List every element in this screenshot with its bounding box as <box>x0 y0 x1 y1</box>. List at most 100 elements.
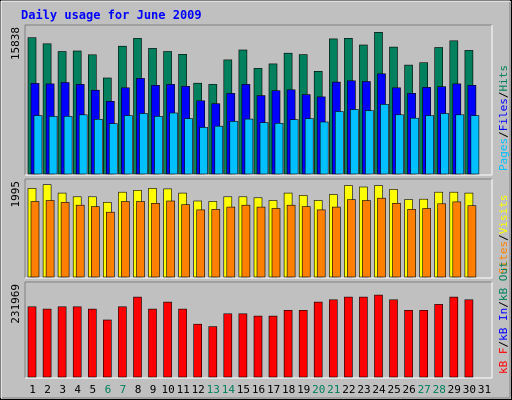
bar-sites <box>286 204 296 278</box>
bar-pages <box>48 116 58 175</box>
bar-sites <box>136 201 145 278</box>
bar-kb-f <box>57 306 67 378</box>
x-tick-label: 25 <box>387 383 400 396</box>
legend-entry: Pages <box>497 138 510 171</box>
bar-kb-f <box>27 306 37 378</box>
x-tick-label: 8 <box>135 383 142 396</box>
panel-max-label: 15838 <box>9 27 22 60</box>
bar-sites <box>75 204 85 278</box>
bar-pages <box>214 125 224 175</box>
x-tick-label: 27 <box>418 383 431 396</box>
bar-kb-f <box>464 299 474 378</box>
bar-pages <box>395 114 404 175</box>
x-tick-label: 4 <box>74 383 81 396</box>
bar-sites <box>467 205 477 278</box>
bar-pages <box>380 104 389 175</box>
bar-pages <box>109 123 118 175</box>
bar-pages <box>289 119 299 175</box>
x-tick-label: 15 <box>237 383 250 396</box>
bar-pages <box>259 122 269 175</box>
legend-entry: Hits <box>497 65 510 92</box>
chart-title: Daily usage for June 2009 <box>21 8 202 22</box>
legend-entry: / <box>497 234 510 241</box>
bar-sites <box>316 209 326 278</box>
bar-kb-f <box>193 323 202 378</box>
bar-kb-f <box>88 308 97 378</box>
x-tick-label: 20 <box>312 383 325 396</box>
bar-sites <box>301 206 311 278</box>
bar-sites <box>106 211 115 278</box>
bar-kb-f <box>238 313 248 378</box>
legend-entry: kB Out <box>497 261 510 301</box>
bar-pages <box>470 115 480 175</box>
x-tick-label: 26 <box>402 383 415 396</box>
x-tick-label: 10 <box>161 383 174 396</box>
bar-kb-f <box>313 301 323 378</box>
bar-sites <box>166 200 175 278</box>
legend-entry: kB F <box>497 348 510 375</box>
x-tick-label: 30 <box>463 383 476 396</box>
bar-pages <box>304 118 314 175</box>
legend-entry: / <box>497 301 510 308</box>
bar-sites <box>181 204 190 278</box>
legend-entry: kB In <box>497 308 510 341</box>
bar-sites <box>91 206 100 278</box>
bar-kb-f <box>283 309 293 378</box>
panel-legend: kB F/kB In/kB Out <box>497 261 510 374</box>
bar-sites <box>331 206 341 278</box>
bar-kb-f <box>298 309 308 378</box>
bar-sites <box>30 201 40 278</box>
x-tick-label: 16 <box>252 383 265 396</box>
bar-pages <box>334 111 344 175</box>
bar-pages <box>365 110 374 175</box>
bar-kb-f <box>118 306 127 378</box>
bar-kb-f <box>434 304 444 378</box>
bar-pages <box>319 121 329 175</box>
bar-sites <box>241 204 251 278</box>
bar-sites <box>226 206 236 278</box>
bar-sites <box>407 209 416 278</box>
bar-sites <box>452 201 462 278</box>
bar-kb-f <box>133 296 142 378</box>
panel-legend: Sites/Visits <box>497 195 510 275</box>
x-tick-label: 7 <box>120 383 127 396</box>
x-tick-label: 29 <box>448 383 461 396</box>
bar-kb-f <box>449 296 459 378</box>
bar-sites <box>422 208 432 278</box>
bar-pages <box>425 115 435 175</box>
bar-sites <box>211 209 221 278</box>
bar-sites <box>362 200 371 278</box>
bar-pages <box>154 116 163 175</box>
bar-pages <box>410 117 419 175</box>
bar-kb-f <box>163 301 172 378</box>
x-tick-label: 3 <box>59 383 66 396</box>
x-tick-label: 23 <box>357 383 370 396</box>
bar-pages <box>124 115 133 175</box>
legend-entry: Sites <box>497 241 510 274</box>
bar-pages <box>33 115 43 175</box>
bar-pages <box>169 112 178 175</box>
bar-kb-f <box>208 326 218 378</box>
bar-kb-f <box>42 308 52 378</box>
x-tick-label: 17 <box>267 383 280 396</box>
x-axis-tick-labels: 1 2 3 4 5 6 7 8 9 10 11 12 13 14 15 16 17 18 19 20 21 22 23 24 2… <box>29 383 491 396</box>
bar-sites <box>271 208 281 278</box>
bar-kb-f <box>268 315 278 378</box>
x-tick-label: 13 <box>207 383 220 396</box>
chart-panels: 15838Pages/Files/Hits1995Sites/Visits231… <box>9 24 510 379</box>
legend-entry: Files <box>497 98 510 131</box>
bar-kb-f <box>419 309 429 378</box>
bar-pages <box>184 118 193 175</box>
x-tick-label: 19 <box>297 383 310 396</box>
bar-kb-f <box>404 309 413 378</box>
bar-sites <box>121 201 130 278</box>
x-tick-label: 28 <box>433 383 446 396</box>
x-tick-label: 6 <box>105 383 112 396</box>
bar-pages <box>199 127 208 175</box>
legend-entry: / <box>497 92 510 99</box>
x-tick-label: 1 <box>29 383 36 396</box>
bar-kb-f <box>178 308 187 378</box>
bar-sites <box>45 200 55 278</box>
